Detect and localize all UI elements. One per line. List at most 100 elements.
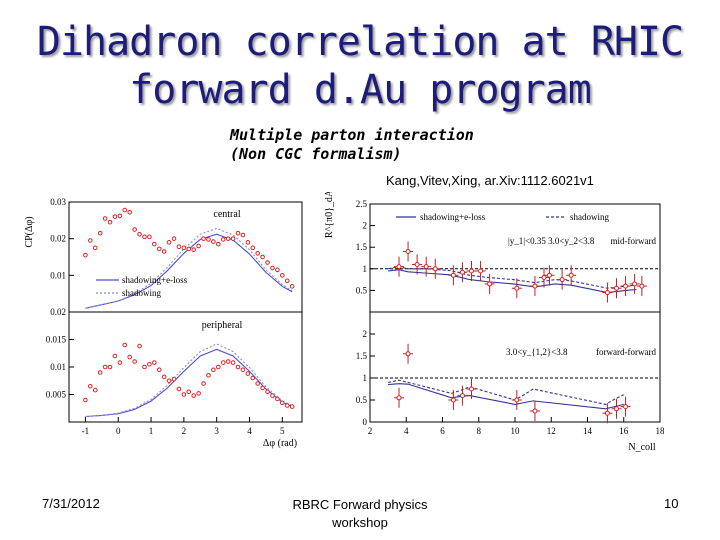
data-point	[117, 213, 123, 219]
data-point	[127, 209, 133, 215]
data-point	[142, 234, 147, 240]
data-point	[432, 266, 438, 272]
data-point	[396, 264, 402, 270]
data-point	[541, 274, 547, 280]
data-point	[137, 343, 142, 349]
data-point	[604, 410, 610, 416]
x-tick-label: 10	[511, 426, 521, 436]
data-point	[614, 406, 619, 412]
data-point	[568, 272, 574, 278]
left-figure: 0.01 0.02 0.03 0.005 0.01 0.015 0.02 -1 0 1 2 3 4 5 C…	[22, 192, 312, 454]
right-legend: shadowing+e-loss shadowing	[396, 212, 609, 222]
legend-label-shadowing: shadowing	[570, 212, 609, 222]
data-point	[245, 371, 251, 376]
annotation-mid-forward: |y_1|<0.35 3.0<y_2<3.8	[508, 236, 595, 246]
data-point	[211, 367, 216, 373]
data-point	[478, 268, 484, 274]
data-point	[265, 389, 270, 395]
data-point	[132, 359, 137, 364]
data-point	[614, 285, 619, 291]
slide-title-line1: Dihadron correlation at RHIC	[36, 19, 684, 65]
data-point	[280, 400, 285, 406]
panel-label-central: central	[213, 209, 240, 220]
data-point	[289, 404, 295, 409]
x-tick-label: 14	[583, 426, 593, 436]
data-point	[514, 285, 520, 291]
y-tick-label: 1.5	[356, 351, 368, 361]
citation: Kang,Vitev,Xing, ar.Xiv:1112.6021v1	[386, 173, 594, 188]
x-tick-label: 2	[368, 426, 373, 436]
data-point	[450, 397, 456, 403]
data-point	[260, 385, 265, 391]
data-point	[280, 273, 285, 278]
data-point	[171, 376, 177, 382]
data-point	[225, 359, 231, 364]
data-point	[275, 396, 280, 402]
data-point	[147, 234, 152, 240]
data-point	[220, 237, 226, 242]
data-point	[423, 264, 429, 270]
data-point	[152, 241, 157, 247]
x-tick-label: 0	[116, 426, 121, 436]
data-point	[142, 364, 147, 370]
data-point	[107, 364, 113, 370]
x-tick-label: 4	[404, 426, 409, 436]
data-point	[255, 381, 260, 386]
data-point	[632, 281, 638, 287]
data-point	[604, 290, 610, 296]
data-point	[270, 265, 275, 271]
data-point	[196, 243, 201, 249]
y-tick-label: 0.03	[50, 197, 66, 207]
data-point	[255, 251, 260, 256]
data-point	[270, 393, 275, 398]
panel-label-mid-forward: mid-forward	[611, 236, 657, 246]
data-point	[240, 232, 246, 238]
data-point	[469, 268, 474, 274]
x-tick-label: 3	[214, 426, 219, 436]
y-tick-label: 0.005	[46, 390, 67, 400]
data-point	[176, 386, 182, 392]
data-point	[275, 267, 280, 273]
data-point	[102, 216, 108, 221]
x-tick-label: 8	[477, 426, 482, 436]
data-point	[459, 393, 465, 399]
data-point	[83, 397, 88, 403]
footer-date: 7/31/2012	[42, 496, 100, 511]
y-tick-label: 0.5	[356, 395, 368, 405]
y-tick-label: 1	[363, 264, 368, 274]
data-point	[137, 231, 142, 237]
data-point	[83, 252, 88, 258]
data-point	[245, 240, 251, 245]
legend-label-shadowing: shadowing	[122, 288, 161, 298]
data-point	[220, 360, 226, 365]
data-point	[487, 281, 493, 287]
data-point	[127, 354, 133, 360]
data-point	[117, 360, 123, 365]
data-point	[260, 254, 265, 260]
data-point	[235, 364, 241, 370]
y-tick-label: 1.5	[356, 242, 368, 252]
data-point	[405, 249, 411, 255]
subtitle-line2: (Non CGC formalism)	[230, 145, 402, 163]
data-point	[122, 207, 128, 213]
data-point	[250, 375, 256, 381]
slide-subtitle: Multiple parton interaction (Non CGC for…	[230, 126, 474, 164]
y-tick-label: 2.5	[356, 199, 368, 209]
y-tick-label: 1	[363, 373, 368, 383]
footer-event-line1: RBRC Forward physics	[292, 497, 428, 512]
y-tick-label: 0.01	[50, 362, 66, 372]
data-point	[181, 245, 187, 251]
data-point	[88, 383, 93, 389]
shadowing-curve	[85, 343, 293, 418]
data-point	[191, 393, 197, 398]
data-point	[171, 236, 177, 241]
y-tick-label: 0.5	[356, 285, 368, 295]
footer-event-line2: workshop	[332, 515, 388, 530]
page-number: 10	[664, 496, 679, 511]
data-point	[459, 269, 465, 275]
y-tick-label: 2	[363, 329, 368, 339]
x-tick-label: 18	[656, 426, 665, 436]
data-point	[289, 284, 295, 289]
data-point	[161, 374, 167, 380]
data-point	[97, 370, 103, 375]
